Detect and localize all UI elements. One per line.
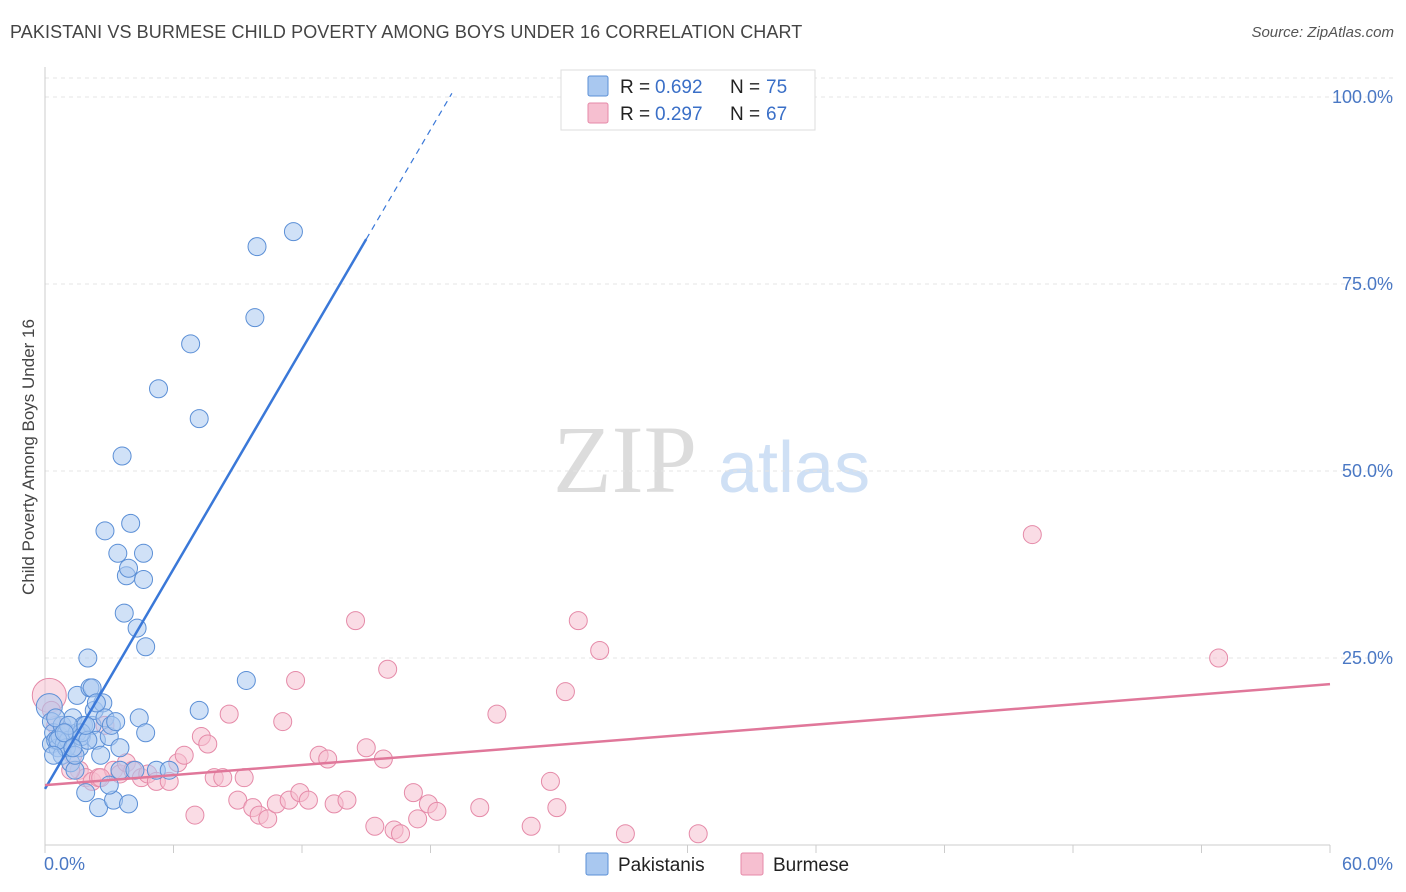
burmese-point xyxy=(403,783,423,803)
pakistanis-point xyxy=(119,558,139,578)
pakistanis-point xyxy=(121,513,141,533)
pakistanis-point xyxy=(91,745,111,765)
x-tick-min: 0.0% xyxy=(44,854,85,874)
pakistanis-trend-extension xyxy=(365,92,453,240)
burmese-point xyxy=(337,790,357,810)
bottom-legend-label-pakistanis: Pakistanis xyxy=(618,855,705,876)
burmese-point xyxy=(555,682,575,702)
bottom-legend-swatch-pakistanis xyxy=(585,852,609,876)
burmese-point xyxy=(198,734,218,754)
burmese-point xyxy=(568,611,588,631)
watermark-atlas: atlas xyxy=(718,428,870,508)
legend-box: R = 0.692 N = 75 R = 0.297 N = 67 xyxy=(560,69,816,131)
pakistanis-point xyxy=(245,308,265,328)
legend-r-value-pakistanis: 0.692 xyxy=(655,77,703,98)
legend-n-label-burmese: N = xyxy=(730,104,760,125)
pakistanis-point xyxy=(181,334,201,354)
x-tick-max: 60.0% xyxy=(1342,854,1393,874)
burmese-point xyxy=(540,771,560,791)
burmese-point xyxy=(298,790,318,810)
pakistanis-point xyxy=(78,648,98,668)
pakistanis-point xyxy=(136,723,156,743)
pakistanis-point xyxy=(236,670,256,690)
pakistanis-point xyxy=(112,446,132,466)
pakistanis-point xyxy=(110,738,130,758)
burmese-point xyxy=(286,670,306,690)
pakistanis-points xyxy=(35,222,303,818)
pakistanis-point xyxy=(136,637,156,657)
pakistanis-point xyxy=(134,569,154,589)
burmese-point xyxy=(365,816,385,836)
y-tick-label: 50.0% xyxy=(1342,461,1393,481)
legend-r-label-burmese: R = xyxy=(620,104,650,125)
legend-swatch-pakistanis xyxy=(587,75,609,97)
pakistanis-point xyxy=(89,798,109,818)
y-tick-label: 25.0% xyxy=(1342,648,1393,668)
source-label: Source: ZipAtlas.com xyxy=(1251,24,1394,41)
burmese-point xyxy=(219,704,239,724)
burmese-point xyxy=(346,611,366,631)
legend-n-value-pakistanis: 75 xyxy=(766,77,787,98)
burmese-point xyxy=(318,749,338,769)
pakistanis-point xyxy=(189,409,209,429)
burmese-point xyxy=(213,768,233,788)
pakistanis-point xyxy=(134,543,154,563)
bottom-legend-label-burmese: Burmese xyxy=(773,855,849,876)
pakistanis-point xyxy=(76,783,96,803)
burmese-point xyxy=(1209,648,1229,668)
burmese-point xyxy=(185,805,205,825)
pakistanis-point xyxy=(189,700,209,720)
burmese-point xyxy=(258,809,278,829)
burmese-point xyxy=(688,824,708,844)
burmese-point xyxy=(487,704,507,724)
chart-title: PAKISTANI VS BURMESE CHILD POVERTY AMONG… xyxy=(10,22,803,42)
pakistanis-point xyxy=(247,237,267,257)
burmese-point xyxy=(408,809,428,829)
y-tick-labels: 25.0% 50.0% 75.0% 100.0% xyxy=(1332,87,1393,668)
pakistanis-point xyxy=(54,723,74,743)
burmese-point xyxy=(427,801,447,821)
burmese-points xyxy=(31,525,1229,844)
y-tick-label: 100.0% xyxy=(1332,87,1393,107)
burmese-point xyxy=(378,659,398,679)
watermark-zip: ZIP xyxy=(553,406,697,513)
pakistanis-point xyxy=(63,738,83,758)
burmese-point xyxy=(391,824,411,844)
legend-r-label-pakistanis: R = xyxy=(620,77,650,98)
legend-n-value-burmese: 67 xyxy=(766,104,787,125)
burmese-trend-line xyxy=(44,682,1331,787)
burmese-point xyxy=(615,824,635,844)
y-axis-label: Child Poverty Among Boys Under 16 xyxy=(19,319,38,595)
pakistanis-point xyxy=(95,521,115,541)
pakistanis-point xyxy=(149,379,169,399)
burmese-point xyxy=(228,790,248,810)
burmese-point xyxy=(356,738,376,758)
legend-swatch-burmese xyxy=(587,102,609,124)
pakistanis-point xyxy=(119,794,139,814)
trend-lines xyxy=(43,92,1331,790)
bottom-legend: Pakistanis Burmese xyxy=(585,852,849,876)
burmese-point xyxy=(234,768,254,788)
pakistanis-point xyxy=(283,222,303,242)
burmese-point xyxy=(590,641,610,661)
burmese-point xyxy=(547,798,567,818)
pakistanis-point xyxy=(44,745,64,765)
pakistanis-trend-line xyxy=(43,238,368,790)
legend-r-value-burmese: 0.297 xyxy=(655,104,703,125)
pakistanis-point xyxy=(108,543,128,563)
legend-n-label-pakistanis: N = xyxy=(730,77,760,98)
burmese-point xyxy=(273,712,293,732)
pakistanis-point xyxy=(114,603,134,623)
pakistanis-point xyxy=(76,715,96,735)
burmese-point xyxy=(174,745,194,765)
gridlines xyxy=(45,77,1393,659)
bottom-legend-swatch-burmese xyxy=(740,852,764,876)
y-tick-label: 75.0% xyxy=(1342,274,1393,294)
burmese-point xyxy=(521,816,541,836)
burmese-point xyxy=(470,798,490,818)
burmese-point xyxy=(1022,525,1042,545)
pakistanis-point xyxy=(106,712,126,732)
